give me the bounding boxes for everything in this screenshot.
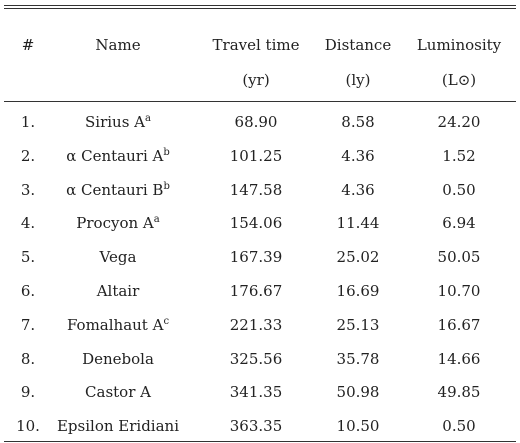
cell-value: 4.36 xyxy=(341,180,375,199)
column-header: Name xyxy=(95,36,141,54)
column-unit: (ly) xyxy=(345,71,371,89)
row-number: 5. xyxy=(20,248,36,267)
cell-value: 341.35 xyxy=(229,383,283,402)
cell-value: 10.50 xyxy=(336,417,380,436)
footnote-mark: a xyxy=(145,113,151,124)
footnote-mark: a xyxy=(153,214,160,226)
row-number: 3. xyxy=(20,180,36,199)
row-number: 2. xyxy=(20,146,36,165)
cell-value: 1.52 xyxy=(442,146,476,165)
top-rule xyxy=(4,8,516,9)
column-unit: (yr) xyxy=(242,71,270,89)
footnote-mark: c xyxy=(163,315,170,327)
name-text: Altair xyxy=(96,282,140,300)
cell-value: 8.58 xyxy=(341,113,375,131)
row-number: 7. xyxy=(20,315,36,334)
name-text: Vega xyxy=(99,248,137,267)
cell-value: 363.35 xyxy=(229,417,283,436)
star-name: Castor A xyxy=(85,383,151,401)
cell-value: 35.78 xyxy=(336,349,380,368)
cell-value: 154.06 xyxy=(229,214,283,233)
star-name: α Centauri Ab xyxy=(66,147,170,165)
cell-value: 147.58 xyxy=(229,180,283,199)
cell-value: 11.44 xyxy=(336,214,380,233)
cell-value: 221.33 xyxy=(229,315,283,334)
star-name: Fomalhaut Ac xyxy=(67,316,169,334)
column-header: Travel time xyxy=(212,36,300,54)
top-rule xyxy=(4,5,516,6)
cell-value: 4.36 xyxy=(341,146,375,165)
star-name: Vega xyxy=(100,248,137,266)
cell-value: 50.05 xyxy=(437,248,481,267)
name-text: Castor A xyxy=(85,383,151,402)
cell-value: 0.50 xyxy=(442,417,476,436)
row-number: 1. xyxy=(20,113,36,131)
cell-value: 14.66 xyxy=(437,349,481,368)
cell-value: 167.39 xyxy=(229,248,283,267)
row-number: 8. xyxy=(20,349,36,368)
name-text: α Centauri A xyxy=(66,146,164,165)
footnote-mark: b xyxy=(163,146,170,158)
cell-value: 16.69 xyxy=(336,282,380,300)
star-name: Epsilon Eridiani xyxy=(57,417,179,435)
name-text: Epsilon Eridiani xyxy=(56,417,180,436)
cell-value: 25.02 xyxy=(336,248,380,267)
cell-value: 0.50 xyxy=(442,180,476,199)
name-text: Sirius A xyxy=(85,113,146,131)
column-header: Luminosity xyxy=(416,36,502,54)
column-header: # xyxy=(21,36,35,54)
bottom-rule xyxy=(4,441,516,442)
column-unit: (L⊙) xyxy=(441,71,477,89)
star-name: Denebola xyxy=(82,350,154,368)
cell-value: 50.98 xyxy=(336,383,380,402)
cell-value: 6.94 xyxy=(442,214,476,233)
cell-value: 24.20 xyxy=(437,113,481,131)
cell-value: 25.13 xyxy=(336,315,380,334)
footnote-mark: b xyxy=(163,180,170,192)
row-number: 10. xyxy=(16,417,40,436)
name-text: α Centauri B xyxy=(66,180,164,199)
column-header: Distance xyxy=(324,36,392,54)
row-number: 4. xyxy=(20,214,36,233)
cell-value: 325.56 xyxy=(229,349,283,368)
cell-value: 68.90 xyxy=(234,113,278,131)
cell-value: 16.67 xyxy=(437,315,481,334)
name-text: Procyon A xyxy=(76,214,154,233)
cell-value: 176.67 xyxy=(229,282,283,300)
cell-value: 10.70 xyxy=(437,282,481,300)
cell-value: 101.25 xyxy=(229,146,283,165)
star-name: Altair xyxy=(97,282,140,300)
star-name: Procyon Aa xyxy=(76,214,159,232)
star-name: Sirius Aa xyxy=(85,113,151,131)
name-text: Fomalhaut A xyxy=(66,315,164,334)
row-number: 6. xyxy=(20,282,36,300)
row-number: 9. xyxy=(20,383,36,402)
star-name: α Centauri Bb xyxy=(66,181,170,199)
name-text: Denebola xyxy=(82,349,154,368)
header-rule xyxy=(4,101,516,102)
cell-value: 49.85 xyxy=(437,383,481,402)
